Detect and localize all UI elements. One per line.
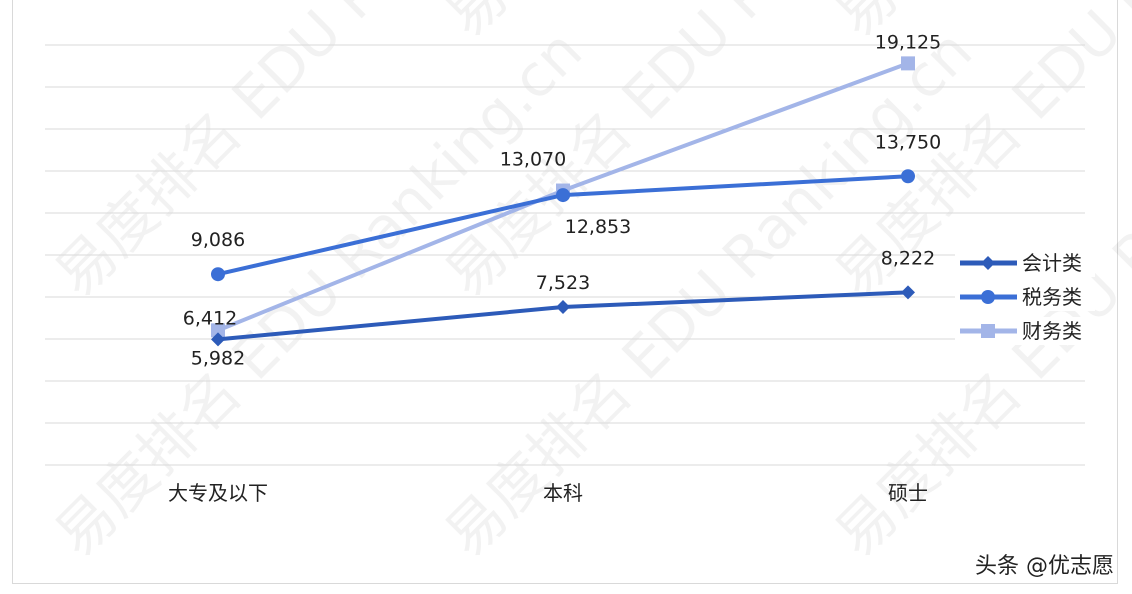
x-tick-label: 大专及以下 bbox=[168, 481, 268, 505]
data-point-会计类 bbox=[901, 285, 915, 300]
data-label: 6,412 bbox=[183, 307, 237, 329]
legend-label: 税务类 bbox=[1022, 285, 1082, 309]
legend-label: 财务类 bbox=[1022, 319, 1082, 343]
data-point-会计类 bbox=[211, 332, 225, 347]
data-point-财务类 bbox=[211, 323, 225, 338]
data-label: 13,070 bbox=[500, 149, 566, 171]
data-point-税务类 bbox=[901, 169, 915, 184]
data-label: 19,125 bbox=[875, 31, 941, 53]
x-tick-label: 硕士 bbox=[888, 481, 928, 505]
legend-marker-icon bbox=[981, 256, 995, 270]
data-label: 12,853 bbox=[565, 216, 631, 238]
credit-text: 头条 @优志愿 bbox=[975, 554, 1114, 579]
data-point-财务类 bbox=[901, 56, 915, 71]
data-label: 8,222 bbox=[881, 247, 935, 269]
chart-frame bbox=[12, 0, 1118, 584]
data-point-税务类 bbox=[211, 267, 225, 282]
legend-label: 会计类 bbox=[1022, 251, 1082, 275]
legend-marker-icon bbox=[981, 324, 995, 338]
data-point-会计类 bbox=[556, 300, 570, 315]
data-label: 9,086 bbox=[191, 229, 245, 251]
legend-marker-icon bbox=[981, 290, 995, 304]
data-label: 7,523 bbox=[536, 272, 590, 294]
x-tick-label: 本科 bbox=[543, 481, 583, 505]
data-point-税务类 bbox=[556, 188, 570, 203]
data-label: 5,982 bbox=[191, 347, 245, 369]
data-label: 13,750 bbox=[875, 131, 941, 153]
